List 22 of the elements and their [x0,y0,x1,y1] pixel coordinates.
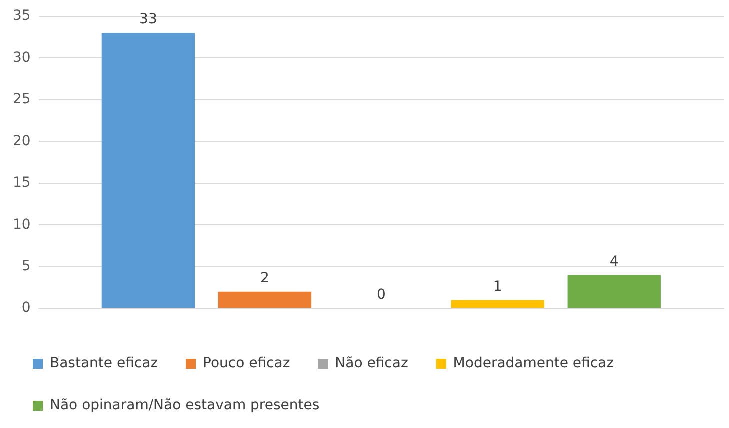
data-label: 4 [610,254,619,270]
y-tick-label: 0 [22,300,31,316]
data-label: 1 [493,278,502,295]
y-tick-label: 15 [12,175,31,192]
data-label: 33 [140,12,158,28]
y-tick-label: 30 [12,50,31,66]
bar [102,33,196,308]
legend-label: Pouco eficaz [203,356,290,372]
data-label: 2 [260,270,270,287]
y-tick-label: 10 [12,216,31,233]
legend-label: Moderadamente eficaz [453,356,614,372]
y-tick-label: 5 [22,258,31,274]
legend-label: Bastante eficaz [50,356,158,372]
bar [568,275,661,308]
bar [451,300,544,308]
legend-label: Não opinaram/Não estavam presentes [50,398,320,414]
bar [218,292,312,308]
data-label: 0 [376,287,386,304]
y-tick-label: 35 [12,8,31,24]
y-tick-label: 25 [12,92,31,108]
y-tick-label: 20 [12,133,31,150]
legend-label: Não eficaz [335,356,408,372]
